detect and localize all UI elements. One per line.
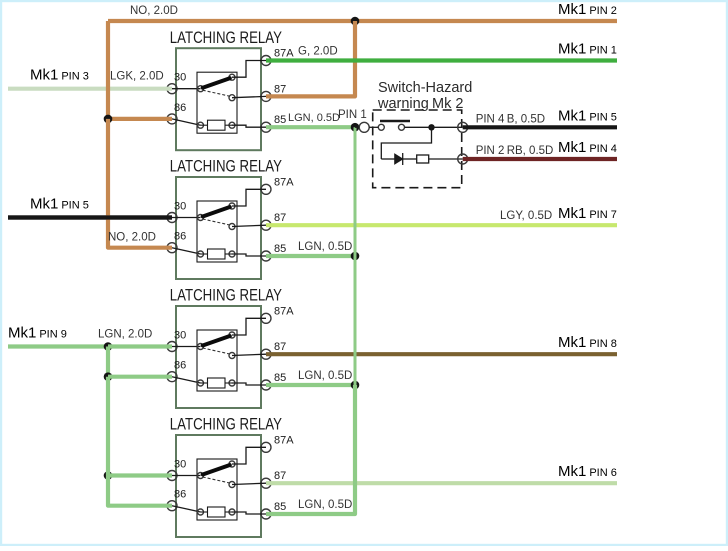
svg-text:RB, 0.5D: RB, 0.5D <box>507 145 554 157</box>
svg-text:NO, 2.0D: NO, 2.0D <box>130 5 178 17</box>
svg-text:LGK, 2.0D: LGK, 2.0D <box>110 71 164 83</box>
svg-text:B, 0.5D: B, 0.5D <box>507 113 545 125</box>
svg-text:87A: 87A <box>274 176 294 188</box>
svg-text:LGN, 2.0D: LGN, 2.0D <box>98 329 152 341</box>
svg-text:LGN, 0.5D: LGN, 0.5D <box>298 499 352 511</box>
svg-text:LATCHING RELAY: LATCHING RELAY <box>170 415 282 434</box>
svg-text:LGN, 0.5D: LGN, 0.5D <box>288 112 340 124</box>
svg-text:30: 30 <box>174 330 186 342</box>
svg-text:30: 30 <box>174 459 186 471</box>
svg-text:85: 85 <box>274 501 286 513</box>
svg-text:LATCHING RELAY: LATCHING RELAY <box>170 286 282 305</box>
svg-text:86: 86 <box>174 489 186 501</box>
svg-text:85: 85 <box>274 114 286 126</box>
svg-text:G, 2.0D: G, 2.0D <box>298 46 338 58</box>
svg-text:85: 85 <box>274 243 286 255</box>
svg-text:30: 30 <box>174 72 186 84</box>
svg-text:PIN 4: PIN 4 <box>476 113 505 125</box>
svg-text:85: 85 <box>274 372 286 384</box>
svg-text:LGY, 0.5D: LGY, 0.5D <box>500 210 552 222</box>
svg-text:30: 30 <box>174 201 186 213</box>
svg-text:NO, 2.0D: NO, 2.0D <box>108 232 156 244</box>
svg-text:86: 86 <box>174 102 186 114</box>
svg-text:87A: 87A <box>274 434 294 446</box>
svg-text:PIN 2: PIN 2 <box>476 145 505 157</box>
svg-text:86: 86 <box>174 360 186 372</box>
svg-text:87: 87 <box>274 470 286 482</box>
svg-text:LGN, 0.5D: LGN, 0.5D <box>298 370 352 382</box>
svg-text:87A: 87A <box>274 305 294 317</box>
svg-text:LATCHING RELAY: LATCHING RELAY <box>170 157 282 176</box>
svg-text:Switch-Hazard: Switch-Hazard <box>378 80 472 96</box>
svg-text:LATCHING RELAY: LATCHING RELAY <box>170 28 282 47</box>
svg-text:87A: 87A <box>274 48 294 60</box>
svg-text:86: 86 <box>174 231 186 243</box>
svg-text:LGN, 0.5D: LGN, 0.5D <box>298 241 352 253</box>
svg-text:87: 87 <box>274 83 286 95</box>
svg-text:87: 87 <box>274 341 286 353</box>
svg-text:87: 87 <box>274 212 286 224</box>
svg-text:PIN 1: PIN 1 <box>338 109 367 121</box>
